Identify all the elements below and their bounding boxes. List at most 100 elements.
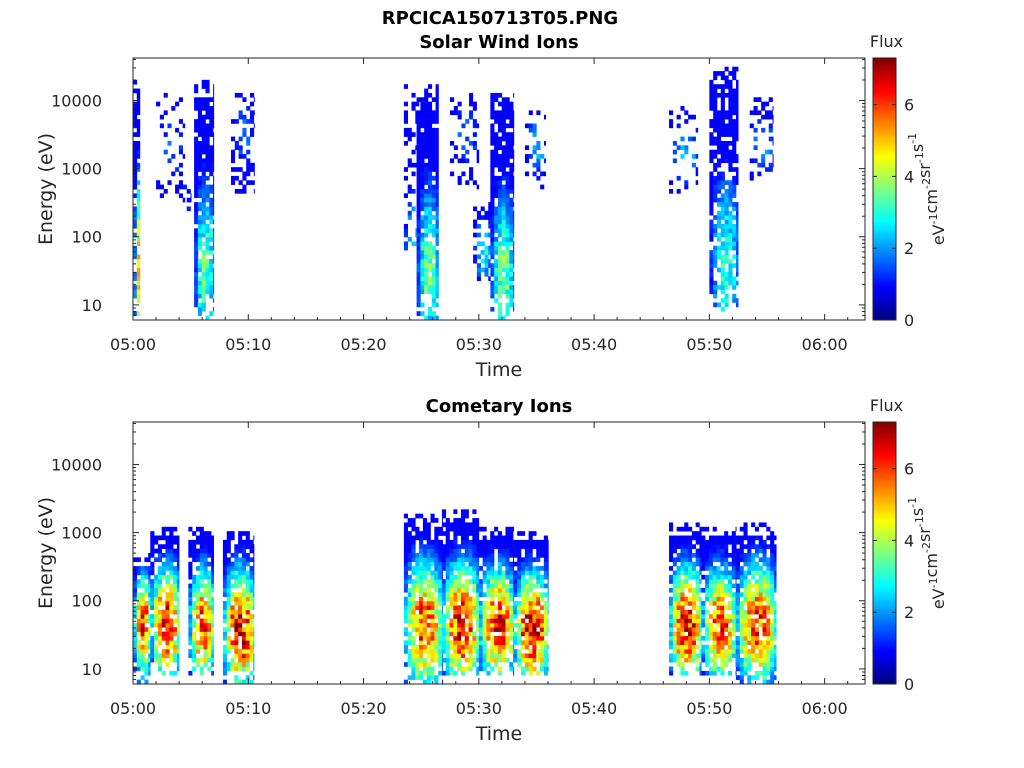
- heatmap-cell: [490, 605, 495, 611]
- heatmap-cell: [747, 618, 752, 624]
- heatmap-cell: [735, 601, 740, 606]
- heatmap-cell: [407, 605, 412, 611]
- heatmap-cell: [680, 539, 685, 545]
- heatmap-cell: [427, 197, 433, 203]
- heatmap-cell: [720, 596, 725, 602]
- heatmap-cell: [757, 162, 762, 168]
- heatmap-cell: [699, 596, 702, 602]
- heatmap-cell: [758, 566, 763, 571]
- heatmap-cell: [171, 154, 176, 159]
- heatmap-cell: [532, 644, 537, 650]
- heatmap-cell: [494, 627, 499, 632]
- heatmap-cell: [165, 601, 170, 606]
- heatmap-cell: [747, 631, 752, 637]
- heatmap-cell: [713, 84, 718, 89]
- heatmap-cell: [241, 662, 247, 667]
- heatmap-cell: [472, 640, 477, 645]
- heatmap-cell: [427, 175, 433, 181]
- heatmap-cell: [150, 644, 155, 650]
- heatmap-cell: [478, 544, 483, 549]
- heatmap-cell: [411, 566, 416, 571]
- heatmap-cell: [445, 553, 450, 558]
- heatmap-cell: [488, 263, 491, 268]
- heatmap-cell: [501, 587, 506, 593]
- heatmap-cell: [708, 631, 714, 637]
- heatmap-cell: [735, 635, 740, 641]
- heatmap-cell: [699, 666, 702, 672]
- heatmap-cell: [684, 635, 689, 641]
- heatmap-cell: [672, 644, 677, 650]
- heatmap-cell: [680, 548, 685, 554]
- heatmap-cell: [468, 653, 473, 659]
- heatmap-cell: [521, 596, 526, 602]
- heatmap-cell: [407, 522, 412, 528]
- heatmap-cell: [205, 106, 210, 111]
- colorbar-unit-label: eV-1cm-2sr-1s-1: [906, 497, 948, 609]
- heatmap-cell: [213, 114, 215, 120]
- heatmap-cell: [424, 180, 429, 185]
- heatmap-cell: [415, 644, 420, 650]
- heatmap-cell: [445, 644, 450, 650]
- heatmap-cell: [505, 592, 510, 597]
- heatmap-cell: [494, 583, 499, 589]
- heatmap-cell: [739, 535, 744, 541]
- heatmap-cell: [669, 539, 674, 545]
- heatmap-cell: [420, 197, 425, 203]
- heatmap-cell: [724, 84, 729, 89]
- heatmap-cell: [497, 127, 503, 133]
- heatmap-cell: [753, 136, 758, 142]
- heatmap-cell: [768, 123, 773, 129]
- heatmap-cell: [435, 215, 439, 220]
- heatmap-cell: [543, 657, 548, 663]
- heatmap-cell: [201, 97, 206, 102]
- heatmap-cell: [505, 657, 510, 663]
- heatmap-cell: [708, 557, 714, 563]
- heatmap-cell: [490, 162, 495, 168]
- heatmap-cell: [688, 561, 693, 567]
- heatmap-cell: [230, 622, 235, 628]
- heatmap-cell: [165, 566, 170, 571]
- heatmap-cell: [724, 653, 729, 659]
- heatmap-cell: [449, 566, 454, 571]
- heatmap-cell: [747, 557, 752, 563]
- heatmap-cell: [735, 666, 740, 672]
- heatmap-cell: [173, 583, 178, 589]
- heatmap-cell: [720, 539, 725, 545]
- heatmap-cell: [169, 561, 174, 567]
- heatmap-cell: [182, 123, 186, 129]
- heatmap-cell: [416, 119, 421, 124]
- heatmap-cell: [150, 614, 155, 619]
- heatmap-cell: [469, 101, 474, 107]
- heatmap-cell: [751, 544, 756, 549]
- heatmap-cell: [754, 640, 760, 645]
- heatmap-cell: [712, 592, 717, 597]
- heatmap-cell: [680, 579, 685, 584]
- heatmap-cell: [494, 154, 499, 159]
- heatmap-cell: [731, 653, 736, 659]
- heatmap-cell: [205, 241, 210, 247]
- heatmap-cell: [460, 587, 466, 593]
- heatmap-cell: [144, 614, 149, 619]
- heatmap-cell: [419, 635, 424, 641]
- heatmap-cell: [505, 306, 510, 312]
- heatmap-cell: [415, 587, 420, 593]
- heatmap-cell: [494, 657, 499, 663]
- heatmap-cell: [773, 566, 777, 571]
- heatmap-cell: [501, 210, 506, 216]
- heatmap-cell: [460, 526, 466, 532]
- heatmap-cell: [735, 539, 740, 545]
- heatmap-cell: [494, 92, 499, 98]
- heatmap-cell: [732, 75, 737, 81]
- heatmap-cell: [213, 237, 215, 242]
- heatmap-cell: [426, 679, 431, 685]
- heatmap-cell: [528, 662, 533, 667]
- heatmap-cell: [205, 123, 210, 129]
- heatmap-cell: [758, 557, 763, 563]
- heatmap-cell: [513, 114, 515, 120]
- heatmap-cell: [435, 263, 439, 268]
- heatmap-cell: [724, 149, 729, 155]
- heatmap-cell: [411, 106, 416, 111]
- heatmap-cell: [192, 635, 197, 641]
- heatmap-cell: [473, 206, 478, 212]
- heatmap-cell: [758, 601, 763, 606]
